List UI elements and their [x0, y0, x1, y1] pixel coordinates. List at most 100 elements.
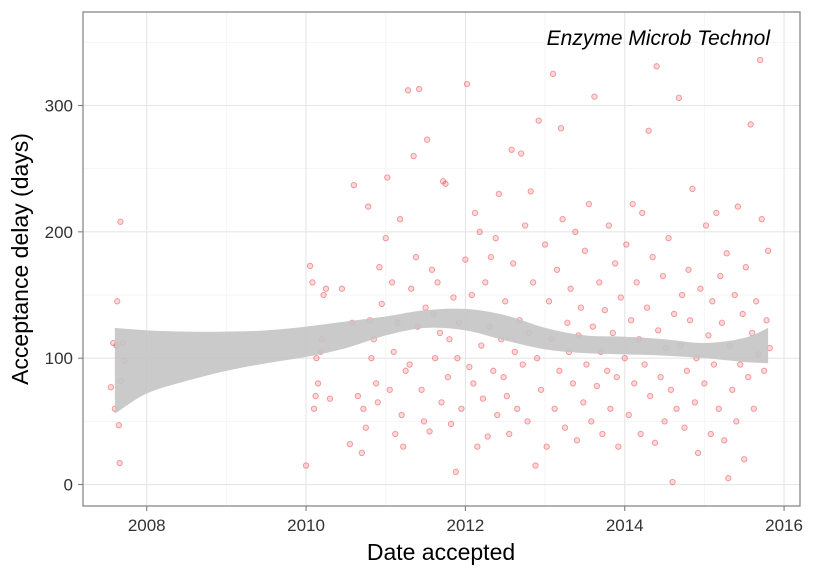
data-point — [627, 317, 635, 324]
data-point — [707, 430, 714, 438]
data-point — [629, 200, 636, 208]
data-point — [462, 256, 469, 263]
data-point — [438, 399, 445, 406]
data-point — [580, 399, 587, 406]
data-point — [398, 411, 405, 419]
data-point — [705, 332, 712, 339]
data-point — [710, 361, 718, 368]
data-point — [623, 241, 630, 248]
data-point — [729, 386, 736, 393]
data-point — [659, 272, 667, 280]
data-point — [354, 392, 361, 400]
data-point — [358, 449, 365, 457]
data-point — [350, 181, 358, 189]
data-point — [533, 355, 541, 362]
data-point — [569, 380, 577, 387]
data-point — [527, 188, 534, 195]
data-point — [701, 380, 708, 387]
data-point — [647, 392, 654, 400]
data-point — [739, 310, 746, 318]
data-point — [312, 392, 319, 400]
data-point — [702, 222, 710, 229]
data-point — [612, 260, 619, 267]
data-point — [519, 361, 526, 368]
data-point — [577, 304, 585, 311]
data-point — [487, 253, 495, 261]
data-point — [734, 203, 742, 210]
data-point — [572, 228, 579, 235]
data-point — [585, 200, 593, 208]
data-point — [747, 121, 754, 128]
data-point — [593, 382, 600, 390]
data-point — [715, 405, 722, 412]
x-tick-label: 2016 — [765, 516, 803, 535]
data-point — [406, 361, 413, 368]
data-point — [452, 468, 459, 476]
data-point — [697, 285, 704, 292]
data-point — [713, 209, 720, 217]
data-point — [418, 386, 425, 393]
data-point — [495, 190, 503, 198]
data-point — [436, 329, 444, 337]
data-point — [518, 150, 525, 157]
data-point — [478, 342, 485, 349]
y-tick-label: 300 — [45, 96, 73, 115]
data-point — [615, 443, 622, 450]
data-point — [535, 117, 542, 124]
data-point — [604, 367, 611, 374]
data-point — [470, 380, 477, 387]
data-point — [458, 405, 465, 412]
data-point — [621, 355, 628, 362]
data-point — [374, 399, 381, 406]
data-point — [681, 424, 688, 431]
data-point — [388, 279, 396, 286]
y-axis-ticks: 0 100 200 300 — [45, 96, 83, 495]
data-point — [764, 247, 772, 254]
data-point — [362, 424, 369, 431]
data-point — [581, 247, 589, 254]
data-point — [511, 348, 518, 356]
data-point — [601, 307, 608, 314]
data-point — [609, 329, 616, 337]
data-point — [589, 323, 597, 330]
data-point — [573, 437, 581, 444]
data-point — [404, 87, 412, 94]
data-point — [313, 355, 320, 362]
data-point — [396, 216, 404, 223]
journal-annotation: Enzyme Microb Technol — [547, 27, 772, 50]
y-axis-title: Acceptance delay (days) — [7, 133, 33, 385]
data-point — [583, 361, 590, 368]
data-point — [617, 294, 624, 301]
x-tick-label: 2014 — [606, 516, 644, 535]
data-point — [763, 317, 770, 324]
data-point — [424, 136, 431, 143]
data-point — [320, 291, 327, 299]
data-point — [567, 285, 574, 292]
minor-gridlines — [83, 12, 800, 506]
data-point — [667, 386, 675, 393]
data-point — [599, 430, 606, 438]
plot-border — [82, 11, 801, 507]
data-point — [428, 266, 436, 273]
data-point — [541, 241, 549, 248]
data-point — [508, 146, 515, 153]
data-point — [731, 291, 738, 299]
data-point — [476, 228, 483, 235]
data-point — [717, 272, 724, 280]
data-point — [709, 298, 716, 305]
data-point — [490, 367, 497, 374]
data-point — [613, 373, 620, 381]
y-tick-label: 100 — [45, 349, 73, 368]
data-point — [431, 355, 439, 362]
data-point — [506, 430, 513, 438]
data-point — [522, 222, 529, 229]
data-point — [758, 216, 765, 223]
data-point — [402, 367, 409, 374]
data-point — [545, 298, 553, 305]
data-point — [322, 285, 330, 292]
data-point — [637, 430, 644, 438]
data-point — [655, 327, 662, 334]
data-point — [683, 367, 691, 374]
data-point — [669, 478, 676, 486]
data-point — [416, 85, 423, 93]
